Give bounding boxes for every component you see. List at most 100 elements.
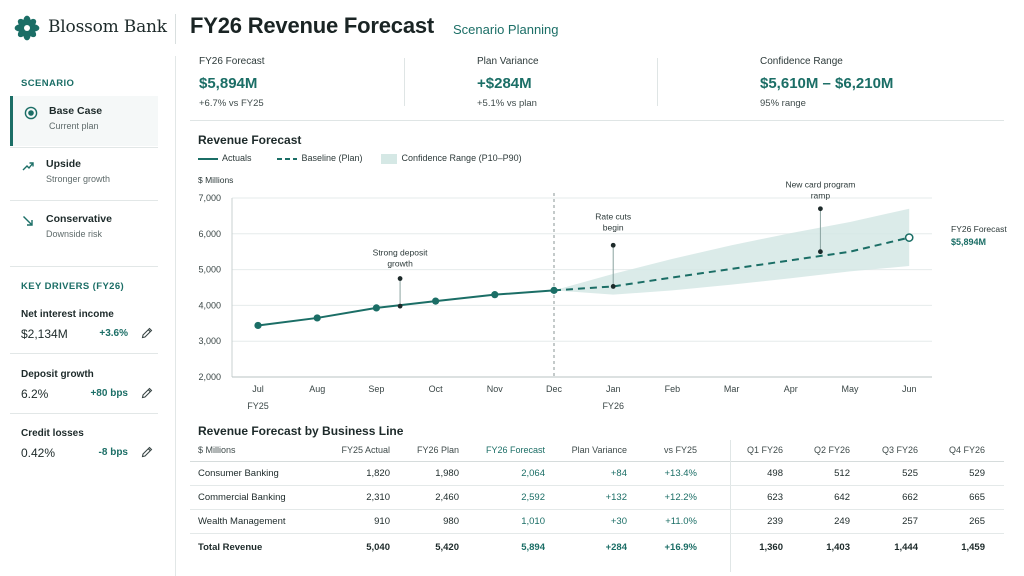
column-header: FY26 Plan (416, 445, 459, 455)
scenario-upside[interactable]: Upside Stronger growth (10, 149, 158, 199)
legend-label: Actuals (222, 153, 252, 163)
x-tick-label: Jun (902, 384, 917, 394)
table-cell: 1,820 (366, 468, 390, 479)
scenario-title: Conservative (46, 213, 112, 225)
actuals-point (254, 321, 262, 330)
divider (10, 266, 158, 267)
kpi-value: +$284M (477, 75, 532, 92)
section-divider (190, 120, 1004, 121)
x-year-label: FY26 (602, 401, 624, 411)
edit-pencil-icon[interactable] (140, 445, 154, 459)
annotation-anchor-point (818, 249, 823, 255)
y-tick-label: 7,000 (198, 193, 221, 203)
table-cell: 5,040 (366, 542, 390, 553)
kpi-value: $5,894M (199, 75, 258, 92)
kpi-label: Confidence Range (760, 56, 843, 67)
trend-down-icon (23, 216, 33, 226)
kpi-sub: +5.1% vs plan (477, 98, 537, 109)
scenario-section-label: SCENARIO (21, 78, 75, 89)
table-cell: 2,310 (366, 492, 390, 503)
kpi-confidence-range: Confidence Range $5,610M – $6,210M 95% r… (760, 56, 893, 112)
driver-name: Deposit growth (21, 369, 94, 380)
x-tick-label: Sep (368, 384, 384, 394)
table-cell: 1,444 (894, 542, 918, 553)
edit-pencil-icon[interactable] (140, 386, 154, 400)
driver-deposit-growth: Deposit growth 6.2% +80 bps (10, 369, 158, 425)
table-cell: 239 (767, 516, 783, 527)
x-tick-label: Apr (784, 384, 798, 394)
annotation-label: begin (603, 222, 624, 232)
table-header-row: $ Millions FY25 Actual FY26 Plan FY26 Forec… (190, 440, 1004, 462)
table-cell: 623 (767, 492, 783, 503)
annotation-label: Strong deposit (373, 247, 428, 257)
table-cell: +13.4% (664, 468, 698, 479)
table-cell: 1,980 (435, 468, 459, 479)
table-cell: +11.0% (665, 516, 697, 527)
actuals-line (257, 289, 555, 327)
actuals-point (491, 291, 499, 299)
annotation-label: ramp (811, 190, 831, 200)
table-cell: 1,360 (759, 542, 783, 553)
driver-name: Credit losses (21, 428, 84, 439)
trend-up-icon (22, 162, 34, 171)
forecast-end-point (904, 233, 914, 242)
actuals-point (550, 286, 558, 294)
table-cell: 662 (902, 492, 918, 503)
edit-pencil-icon[interactable] (140, 326, 154, 340)
row-label: Consumer Banking (198, 468, 279, 479)
legend-label: Baseline (Plan) (301, 153, 363, 163)
y-tick-label: 4,000 (198, 300, 221, 310)
table-cell: 512 (834, 468, 850, 479)
annotation-anchor-point (610, 284, 616, 289)
scenario-title: Base Case (49, 105, 103, 117)
app-header: Blossom Bank FY26 Revenue Forecast Scena… (0, 0, 1024, 56)
column-header: FY25 Actual (341, 445, 390, 455)
y-axis-label: $ Millions (198, 175, 233, 185)
kpi-fy26-forecast: FY26 Forecast $5,894M +6.7% vs FY25 (199, 56, 265, 112)
table-cell: +84 (610, 468, 627, 479)
drivers-section-label: KEY DRIVERS (FY26) (21, 281, 125, 292)
x-tick-label: Aug (309, 384, 325, 394)
table-cell: 1,403 (826, 542, 850, 553)
forecast-end-label: FY26 Forecast (951, 224, 1007, 234)
table-row: Commercial Banking 2,310 2,460 2,592 +132 +12… (190, 486, 1004, 510)
scenario-desc: Current plan (49, 121, 99, 131)
x-tick-label: Mar (724, 384, 740, 394)
driver-name: Net interest income (21, 309, 114, 320)
divider (10, 147, 158, 148)
legend-label: Confidence Range (P10–P90) (401, 153, 522, 163)
actuals-point (432, 297, 440, 305)
x-tick-label: Nov (487, 384, 504, 394)
header-divider (175, 14, 176, 44)
kpi-divider (657, 58, 658, 106)
driver-value: $2,134M (21, 327, 68, 341)
table-cell: 910 (374, 516, 390, 527)
legend-confidence-range: Confidence Range (P10–P90) (381, 153, 522, 164)
table-cell: 498 (767, 468, 783, 479)
y-tick-label: 6,000 (198, 229, 221, 239)
row-label: Commercial Banking (198, 492, 286, 503)
table-row: Wealth Management 910 980 1,010 +30 +11.0% 239… (190, 510, 1004, 534)
brand-name: Blossom Bank (48, 17, 167, 37)
table-cell: 5,894 (521, 542, 545, 553)
table-cell: 1,459 (961, 542, 985, 553)
legend-solid-line-icon (198, 157, 218, 160)
scenario-conservative[interactable]: Conservative Downside risk (10, 204, 158, 254)
kpi-label: Plan Variance (477, 56, 539, 67)
table-cell: 529 (969, 468, 985, 479)
column-header: Plan Variance (571, 445, 627, 455)
divider (10, 200, 158, 201)
table-title: Revenue Forecast by Business Line (198, 424, 404, 438)
table-cell: +12.2% (664, 492, 698, 503)
blossom-logo-icon (14, 15, 40, 41)
legend-baseline: Baseline (Plan) (277, 153, 363, 164)
table-cell: 249 (834, 516, 850, 527)
scenario-base-case[interactable]: Base Case Current plan (10, 96, 158, 146)
baseline-line (553, 236, 910, 292)
column-header: vs FY25 (663, 445, 697, 455)
x-tick-label: May (841, 384, 859, 394)
row-label: Wealth Management (198, 516, 286, 527)
forecast-end-value: $5,894M (951, 237, 986, 247)
table-row: Consumer Banking 1,820 1,980 2,064 +84 +13.4%… (190, 462, 1004, 486)
annotation-label: growth (387, 258, 413, 268)
